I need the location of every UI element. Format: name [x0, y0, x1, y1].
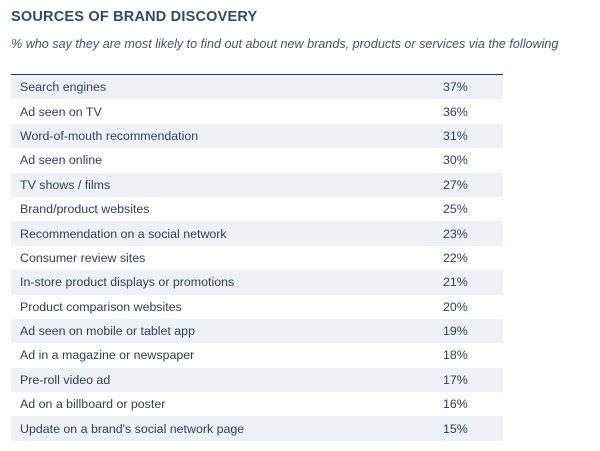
row-label: Search engines [20, 80, 107, 95]
table-row: Consumer review sites 22% [11, 245, 503, 271]
row-value: 30% [443, 153, 468, 168]
row-label: Ad seen online [20, 153, 102, 168]
row-label: Ad seen on TV [20, 104, 102, 119]
row-value: 17% [443, 372, 468, 387]
table-row: Recommendation on a social network 23% [11, 221, 503, 246]
row-value: 23% [443, 226, 468, 241]
chart-title: SOURCES OF BRAND DISCOVERY [11, 9, 258, 25]
row-label: Brand/product websites [20, 202, 150, 217]
row-value: 25% [443, 202, 468, 217]
table-row: Ad on a billboard or poster 16% [11, 392, 503, 417]
table-row: Ad in a magazine or newspaper 18% [11, 343, 503, 368]
row-value: 20% [443, 299, 468, 314]
table-row: Word-of-mouth recommendation 31% [11, 123, 503, 149]
row-label: Ad seen on mobile or tablet app [20, 324, 195, 339]
row-label: Consumer review sites [20, 250, 146, 265]
table-row: Ad seen on TV 36% [11, 99, 503, 124]
row-value: 15% [443, 421, 468, 436]
table-row: Ad seen on mobile or tablet app 19% [11, 318, 503, 344]
row-label: Ad in a magazine or newspaper [20, 348, 195, 363]
table-row: Search engines 37% [11, 75, 503, 100]
table-row: Update on a brand's social network page 1… [11, 416, 503, 441]
row-label: Product comparison websites [20, 299, 182, 314]
row-value: 31% [443, 128, 468, 143]
row-value: 21% [443, 275, 468, 290]
row-label: TV shows / films [20, 177, 111, 192]
row-value: 36% [443, 104, 468, 119]
table-row: Brand/product websites 25% [11, 196, 503, 222]
table-row: Ad seen online 30% [11, 148, 503, 173]
table-row: Product comparison websites 20% [11, 294, 503, 319]
chart-subtitle: % who say they are most likely to find o… [11, 37, 559, 51]
row-value: 19% [443, 324, 468, 339]
row-label: Ad on a billboard or poster [20, 397, 166, 412]
row-label: In-store product displays or promotions [20, 275, 235, 290]
row-value: 16% [443, 397, 468, 412]
row-label: Word-of-mouth recommendation [20, 128, 199, 143]
row-value: 27% [443, 177, 468, 192]
table-row: Pre-roll video ad 17% [11, 367, 503, 393]
row-label: Update on a brand's social network page [20, 421, 245, 436]
row-label: Recommendation on a social network [20, 226, 227, 241]
row-value: 22% [443, 250, 468, 265]
row-value: 18% [443, 348, 468, 363]
data-table: Search engines 37% Ad seen on TV 36% Word-of… [11, 74, 503, 441]
row-label: Pre-roll video ad [20, 372, 111, 387]
row-value: 37% [443, 80, 468, 95]
table-row: In-store product displays or promotions 2… [11, 270, 503, 295]
table-row: TV shows / films 27% [11, 172, 503, 197]
